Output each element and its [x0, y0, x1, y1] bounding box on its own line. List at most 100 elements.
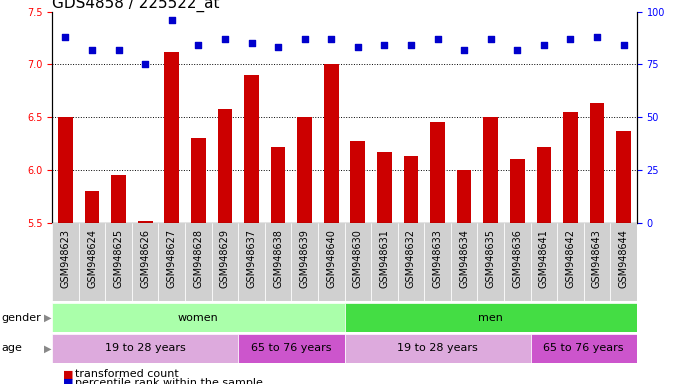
- Point: [193, 42, 204, 48]
- Bar: [244, 75, 259, 223]
- Point: [459, 46, 470, 53]
- Text: transformed count: transformed count: [75, 369, 179, 379]
- Bar: [218, 109, 232, 223]
- Text: GSM948637: GSM948637: [246, 229, 257, 288]
- Text: GSM948633: GSM948633: [432, 229, 443, 288]
- Bar: [297, 117, 312, 223]
- Bar: [292, 223, 318, 301]
- Point: [512, 46, 523, 53]
- Text: age: age: [1, 343, 22, 354]
- Text: GSM948624: GSM948624: [87, 229, 97, 288]
- Bar: [457, 170, 471, 223]
- Text: GSM948626: GSM948626: [140, 229, 150, 288]
- Bar: [318, 223, 345, 301]
- Text: GSM948636: GSM948636: [512, 229, 522, 288]
- Bar: [345, 334, 530, 363]
- Text: GSM948638: GSM948638: [273, 229, 283, 288]
- Text: 65 to 76 years: 65 to 76 years: [251, 343, 331, 354]
- Bar: [324, 65, 338, 223]
- Point: [485, 36, 496, 42]
- Bar: [212, 223, 238, 301]
- Bar: [557, 223, 584, 301]
- Text: GSM948627: GSM948627: [167, 229, 177, 288]
- Bar: [271, 147, 285, 223]
- Text: GSM948634: GSM948634: [459, 229, 469, 288]
- Bar: [616, 131, 631, 223]
- Text: GDS4858 / 225522_at: GDS4858 / 225522_at: [52, 0, 220, 12]
- Text: GSM948625: GSM948625: [113, 229, 124, 288]
- Bar: [191, 138, 205, 223]
- Point: [379, 42, 390, 48]
- Bar: [132, 223, 159, 301]
- Bar: [85, 191, 100, 223]
- Text: GSM948640: GSM948640: [326, 229, 336, 288]
- Point: [565, 36, 576, 42]
- Bar: [477, 223, 504, 301]
- Bar: [430, 122, 445, 223]
- Bar: [185, 223, 212, 301]
- Bar: [159, 223, 185, 301]
- Point: [618, 42, 629, 48]
- Bar: [52, 334, 238, 363]
- Point: [86, 46, 97, 53]
- Bar: [610, 223, 637, 301]
- Point: [246, 40, 257, 46]
- Point: [405, 42, 416, 48]
- Bar: [530, 223, 557, 301]
- Bar: [111, 175, 126, 223]
- Point: [140, 61, 151, 68]
- Bar: [138, 221, 152, 223]
- Bar: [563, 112, 578, 223]
- Point: [538, 42, 549, 48]
- Bar: [79, 223, 105, 301]
- Bar: [345, 223, 371, 301]
- Bar: [238, 223, 264, 301]
- Text: GSM948639: GSM948639: [300, 229, 310, 288]
- Bar: [483, 117, 498, 223]
- Text: GSM948635: GSM948635: [486, 229, 496, 288]
- Text: 19 to 28 years: 19 to 28 years: [397, 343, 478, 354]
- Point: [326, 36, 337, 42]
- Text: GSM948631: GSM948631: [379, 229, 389, 288]
- Bar: [377, 152, 392, 223]
- Point: [113, 46, 124, 53]
- Bar: [504, 223, 530, 301]
- Text: ▶: ▶: [44, 313, 52, 323]
- Point: [273, 44, 284, 50]
- Text: GSM948628: GSM948628: [193, 229, 203, 288]
- Bar: [52, 223, 79, 301]
- Point: [166, 17, 177, 23]
- Text: 19 to 28 years: 19 to 28 years: [105, 343, 186, 354]
- Bar: [371, 223, 397, 301]
- Text: ■: ■: [63, 378, 73, 384]
- Text: gender: gender: [1, 313, 41, 323]
- Text: GSM948644: GSM948644: [619, 229, 628, 288]
- Bar: [510, 159, 525, 223]
- Text: ▶: ▶: [44, 343, 52, 354]
- Bar: [351, 141, 365, 223]
- Point: [432, 36, 443, 42]
- Bar: [584, 223, 610, 301]
- Bar: [537, 147, 551, 223]
- Bar: [451, 223, 477, 301]
- Point: [299, 36, 310, 42]
- Bar: [264, 223, 292, 301]
- Bar: [238, 334, 345, 363]
- Text: men: men: [478, 313, 503, 323]
- Text: 65 to 76 years: 65 to 76 years: [544, 343, 624, 354]
- Bar: [52, 303, 345, 332]
- Text: GSM948632: GSM948632: [406, 229, 416, 288]
- Point: [219, 36, 230, 42]
- Text: GSM948643: GSM948643: [592, 229, 602, 288]
- Bar: [105, 223, 132, 301]
- Point: [592, 34, 603, 40]
- Text: ■: ■: [63, 369, 73, 379]
- Bar: [425, 223, 451, 301]
- Bar: [404, 156, 418, 223]
- Text: women: women: [178, 313, 219, 323]
- Point: [60, 34, 71, 40]
- Text: GSM948642: GSM948642: [565, 229, 576, 288]
- Text: percentile rank within the sample: percentile rank within the sample: [75, 378, 263, 384]
- Text: GSM948630: GSM948630: [353, 229, 363, 288]
- Text: GSM948623: GSM948623: [61, 229, 70, 288]
